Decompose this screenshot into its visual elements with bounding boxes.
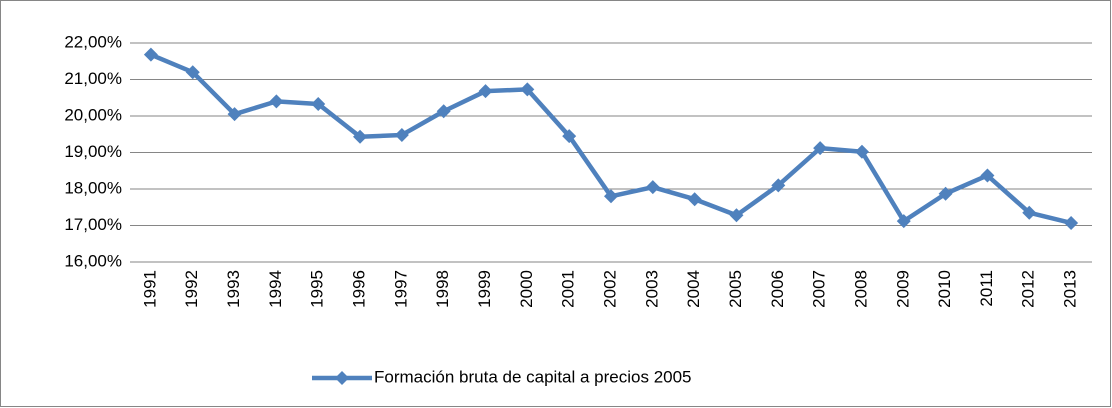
x-tick-label: 1996 bbox=[350, 270, 369, 308]
y-tick-label: 20,00% bbox=[64, 105, 122, 124]
x-tick-label: 2003 bbox=[642, 270, 661, 308]
data-point bbox=[520, 82, 535, 97]
data-point bbox=[478, 84, 493, 99]
x-tick-label: 1991 bbox=[140, 270, 159, 308]
x-tick-label: 1994 bbox=[266, 270, 285, 308]
y-tick-label: 18,00% bbox=[64, 178, 122, 197]
x-tick-label: 2005 bbox=[726, 270, 745, 308]
y-tick-label: 22,00% bbox=[64, 32, 122, 51]
data-point bbox=[227, 107, 242, 122]
x-tick-label: 2007 bbox=[810, 270, 829, 308]
data-point bbox=[687, 192, 702, 207]
x-tick-label: 1995 bbox=[308, 270, 327, 308]
data-point bbox=[185, 65, 200, 80]
data-point bbox=[1022, 205, 1037, 220]
data-point bbox=[980, 168, 995, 183]
x-tick-label: 2013 bbox=[1061, 270, 1080, 308]
data-point bbox=[813, 141, 828, 156]
legend-label: Formación bruta de capital a precios 200… bbox=[374, 367, 692, 386]
data-point bbox=[562, 129, 577, 144]
data-point bbox=[394, 127, 409, 142]
x-tick-label: 2012 bbox=[1019, 270, 1038, 308]
data-point bbox=[896, 214, 911, 229]
x-tick-label: 1993 bbox=[224, 270, 243, 308]
data-point bbox=[604, 189, 618, 204]
data-point bbox=[353, 129, 368, 144]
data-point bbox=[771, 178, 786, 193]
data-point bbox=[938, 186, 953, 201]
data-point bbox=[729, 208, 744, 223]
data-point bbox=[269, 94, 284, 109]
x-tick-label: 2006 bbox=[768, 270, 787, 308]
data-point bbox=[311, 96, 326, 111]
x-tick-label: 2010 bbox=[935, 270, 954, 308]
x-tick-label: 1999 bbox=[475, 270, 494, 308]
data-point bbox=[143, 47, 158, 62]
x-tick-label: 1992 bbox=[182, 270, 201, 308]
y-tick-label: 16,00% bbox=[64, 251, 122, 270]
x-tick-label: 1997 bbox=[391, 270, 410, 308]
y-tick-label: 17,00% bbox=[64, 215, 122, 234]
x-tick-label: 2000 bbox=[517, 270, 536, 308]
x-tick-label: 2008 bbox=[851, 270, 870, 308]
x-tick-label: 2011 bbox=[977, 270, 996, 307]
y-tick-label: 19,00% bbox=[64, 142, 122, 161]
x-tick-label: 2001 bbox=[559, 270, 578, 308]
x-tick-label: 1998 bbox=[433, 270, 452, 308]
data-point bbox=[1064, 215, 1079, 230]
data-point bbox=[854, 144, 869, 159]
data-point bbox=[436, 104, 451, 119]
y-tick-label: 21,00% bbox=[64, 69, 122, 88]
x-tick-label: 2002 bbox=[600, 270, 619, 308]
data-point bbox=[645, 180, 660, 195]
x-tick-label: 2004 bbox=[684, 270, 703, 308]
x-tick-label: 2009 bbox=[893, 270, 912, 308]
legend-marker bbox=[335, 371, 349, 385]
